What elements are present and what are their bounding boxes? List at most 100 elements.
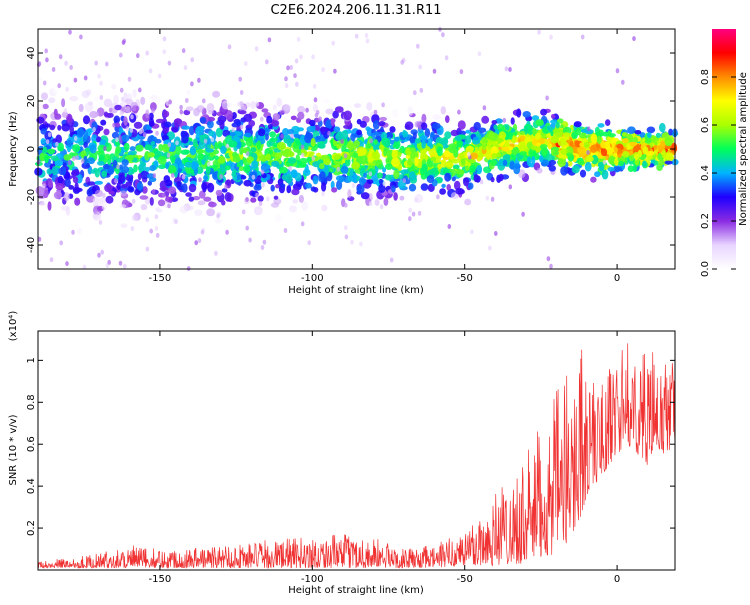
spectrogram-cell (325, 108, 334, 115)
spectrogram-cell (502, 154, 511, 162)
spectrogram-cell (42, 80, 47, 86)
spectrogram-cell (535, 132, 541, 140)
spectrogram-cell (145, 50, 149, 56)
spectrogram-cell (283, 104, 291, 111)
spectrogram-cell (86, 188, 93, 197)
spectrogram-cell (343, 110, 353, 121)
spectrogram-cell (389, 126, 396, 133)
spectrogram-cell (129, 127, 134, 133)
spectrogram-cell (83, 155, 88, 166)
spectrogram-cell (363, 172, 368, 179)
spectrogram-cell (451, 158, 460, 164)
spectrogram-cell (111, 131, 120, 139)
spectrogram-cell (231, 172, 237, 177)
spectrogram-cell (361, 216, 366, 222)
x-tick-label: 0 (614, 574, 620, 585)
spectrogram-cell (65, 261, 69, 267)
spectrogram-cell (206, 103, 215, 113)
spectrogram-cell (162, 49, 167, 55)
spectrogram-cell (321, 191, 325, 197)
spectrogram-cell (42, 146, 48, 154)
spectrogram-cell (224, 192, 232, 202)
spectrogram-cell (627, 165, 635, 173)
spectrogram-cell (267, 123, 273, 130)
spectrogram-cell (260, 169, 265, 175)
spectrogram-cell (102, 193, 106, 198)
spectrogram-cell (522, 111, 531, 118)
spectrogram-cell (224, 89, 233, 98)
spectrogram-cell (198, 190, 206, 199)
spectrogram-cell (344, 225, 348, 231)
spectrogram-cell (207, 182, 215, 193)
spectrogram-cell (408, 216, 412, 222)
spectrogram-cell (369, 138, 373, 144)
spectrogram-cell (539, 155, 544, 163)
spectrogram-cell (407, 157, 415, 166)
x-tick-label: -100 (301, 574, 324, 585)
spectrogram-cell (275, 184, 280, 189)
spectrogram-cell (295, 81, 299, 87)
spectrogram-cell (579, 169, 587, 178)
spectrogram-cell (444, 172, 451, 182)
spectrogram-cell (121, 165, 130, 174)
spectrogram-cell (269, 146, 275, 151)
spectrogram-cell (436, 194, 440, 200)
spectrogram-cell (106, 112, 114, 118)
spectrogram-cell (622, 151, 630, 158)
spectrogram-cell (250, 101, 257, 109)
spectrogram-cell (532, 128, 537, 135)
spectrogram-cell (239, 90, 244, 95)
spectrogram-cell (665, 152, 674, 162)
spectrogram-cell (214, 218, 222, 224)
spectrogram-cell (72, 210, 77, 218)
spectrogram-cell (317, 143, 326, 149)
spectrogram-cell (118, 260, 123, 266)
spectrogram-cell (73, 135, 78, 141)
spectrogram-cell (400, 59, 405, 65)
y-tick-label: -40 (26, 237, 37, 253)
spectrogram-cell (224, 165, 231, 171)
spectrogram-cell (185, 192, 192, 197)
spectrogram-cell (183, 65, 188, 71)
spectrogram-cell (498, 131, 507, 140)
spectrogram-cell (140, 128, 145, 134)
spectrogram-cell (184, 161, 193, 168)
spectrogram-cell (441, 159, 447, 168)
spectrogram-cell (634, 153, 639, 161)
spectrogram-cell (152, 173, 157, 179)
spectrogram-cell (347, 175, 353, 182)
spectrogram-cell (332, 110, 339, 119)
spectrogram-cell (469, 152, 479, 160)
spectrogram-cell (57, 124, 62, 131)
spectrogram-cell (266, 115, 273, 124)
spectrogram-cell (42, 103, 49, 110)
spectrogram-cell (51, 67, 56, 72)
spectrogram-cell (54, 160, 64, 167)
spectrogram-cell (208, 130, 215, 137)
spectrogram-cell (57, 83, 61, 89)
spectrogram-cell (668, 128, 673, 136)
spectrogram-cell (136, 182, 144, 191)
spectrogram-cell (243, 164, 251, 173)
spectrogram-cell (300, 221, 305, 227)
spectrogram-cell (354, 33, 359, 39)
spectrogram-cell (162, 192, 166, 198)
spectrogram-cell (238, 166, 245, 171)
spectrogram-cell (579, 132, 587, 139)
spectrogram-cell (266, 196, 270, 202)
spectrogram-cell (240, 175, 247, 180)
spectrogram-cell (418, 125, 422, 131)
spectrogram-cell (509, 161, 515, 170)
spectrogram-cell (642, 146, 649, 155)
spectrogram-cell (141, 186, 148, 194)
spectrogram-cell (325, 119, 333, 130)
y-tick-label: 0.4 (26, 478, 37, 494)
spectrogram-cell (270, 202, 280, 208)
spectrogram-cell (445, 115, 450, 123)
spectrogram-cell (81, 90, 90, 98)
spectrogram-cell (49, 257, 54, 263)
spectrogram-cell (381, 102, 385, 108)
spectrogram-cell (519, 135, 526, 142)
spectrogram-cell (124, 98, 134, 105)
spectrogram-cell (621, 132, 628, 137)
